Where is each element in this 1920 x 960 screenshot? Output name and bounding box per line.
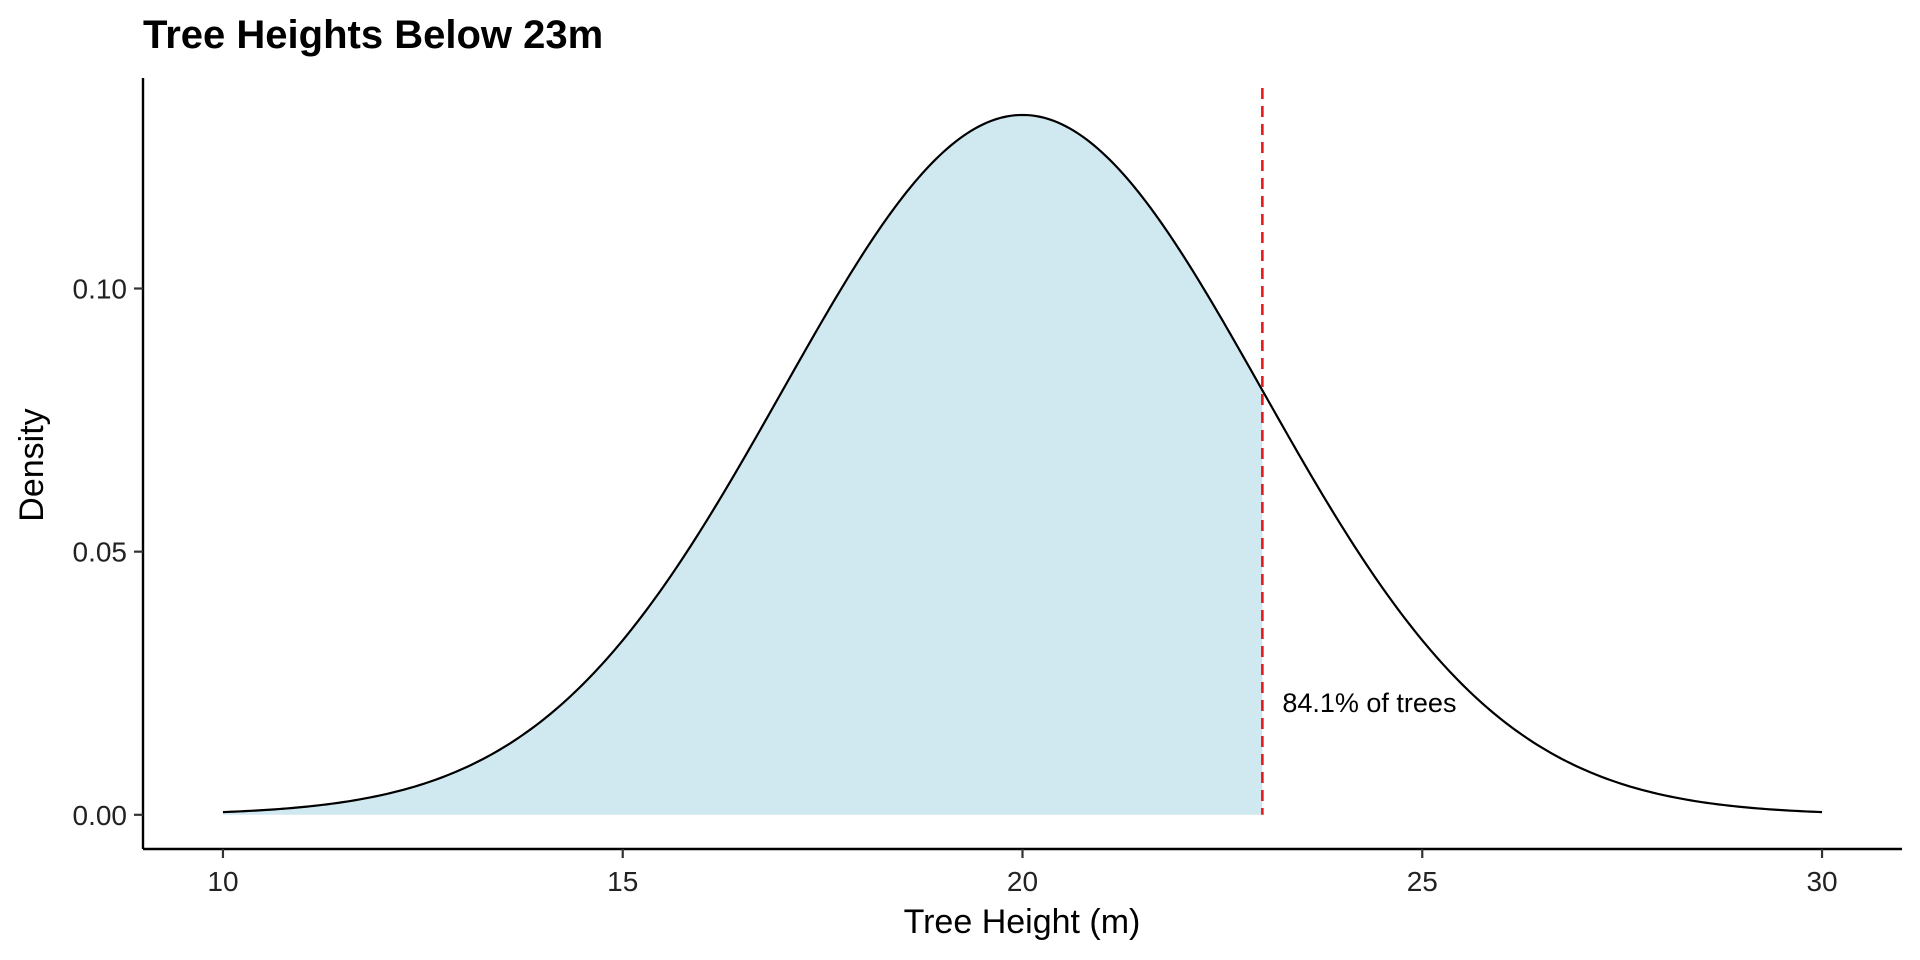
- y-tick-label: 0.05: [73, 537, 128, 568]
- annotation-label: 84.1% of trees: [1282, 688, 1456, 718]
- x-tick-label: 10: [207, 866, 238, 897]
- x-tick-label: 20: [1007, 866, 1038, 897]
- x-tick-label: 15: [607, 866, 638, 897]
- x-axis-title: Tree Height (m): [904, 903, 1141, 941]
- y-axis-title: Density: [13, 408, 51, 521]
- plot-area: 84.1% of trees: [222, 88, 1823, 815]
- chart-title: Tree Heights Below 23m: [143, 13, 603, 57]
- x-tick-label: 30: [1806, 866, 1837, 897]
- x-tick-label: 25: [1407, 866, 1438, 897]
- shaded-area: [222, 114, 1263, 815]
- density-curve: [222, 113, 1823, 814]
- y-tick-label: 0.00: [73, 800, 128, 831]
- y-tick-label: 0.10: [73, 274, 128, 305]
- axes: 10 15 20 25 30 0.00 0.05 0.10: [73, 78, 1902, 897]
